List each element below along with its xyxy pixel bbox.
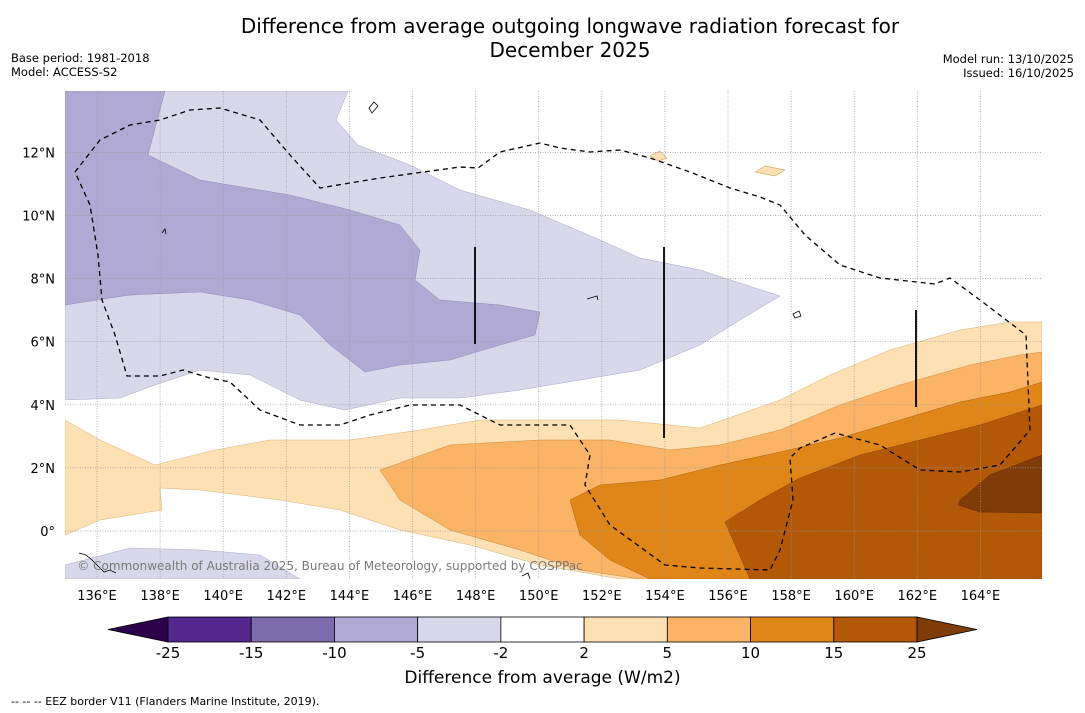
map-fields bbox=[65, 91, 1042, 579]
latitude-label: 4°N bbox=[31, 399, 56, 414]
longitude-label: 136°E bbox=[77, 589, 117, 604]
colorbar-extend-low bbox=[107, 616, 169, 643]
base-period: Base period: 1981-2018 bbox=[11, 51, 150, 65]
colorbar-bin bbox=[583, 616, 668, 643]
colorbar-label: -2 bbox=[493, 644, 508, 662]
longitude-label: 140°E bbox=[203, 589, 243, 604]
colorbar-label: 15 bbox=[824, 644, 843, 662]
colorbar-bin bbox=[334, 616, 419, 643]
marker-lines bbox=[474, 247, 917, 438]
longitude-label: 152°E bbox=[582, 589, 622, 604]
longitude-label: 154°E bbox=[645, 589, 685, 604]
issued-date: Issued: 16/10/2025 bbox=[963, 66, 1074, 80]
meta-right: Model run: 13/10/2025 Issued: 16/10/2025 bbox=[943, 52, 1074, 80]
field-pos-25 bbox=[957, 454, 1042, 514]
island-marks bbox=[649, 150, 786, 177]
graticule bbox=[65, 91, 1042, 579]
colorbar-bin bbox=[666, 616, 751, 643]
model-run: Model run: 13/10/2025 bbox=[942, 52, 1074, 66]
colorbar-title: Difference from average (W/m2) bbox=[404, 668, 681, 688]
longitude-label: 146°E bbox=[393, 589, 433, 604]
colorbar-label: -10 bbox=[322, 644, 347, 662]
eez-borders bbox=[74, 107, 1031, 571]
field-neg-5 bbox=[65, 91, 781, 411]
longitude-labels: 136°E 138°E 140°E 142°E 144°E 146°E 148°E 150°E… bbox=[77, 589, 1000, 604]
longitude-label: 144°E bbox=[330, 589, 370, 604]
title-line-2: December 2025 bbox=[489, 38, 651, 62]
longitude-label: 158°E bbox=[771, 589, 811, 604]
longitude-label: 138°E bbox=[140, 589, 180, 604]
longitude-label: 156°E bbox=[708, 589, 748, 604]
copyright-text: © Commonwealth of Australia 2025, Bureau… bbox=[77, 559, 582, 573]
colorbar-label: 5 bbox=[663, 644, 673, 662]
colorbar: -25 -15 -10 -5 -2 2 5 10 15 25 bbox=[107, 616, 978, 662]
chart-title: Difference from average outgoing longwav… bbox=[200, 14, 940, 62]
colorbar-label: -25 bbox=[156, 644, 181, 662]
latitude-labels: 12°N 10°N 8°N 6°N 4°N 2°N 0° bbox=[22, 146, 55, 540]
colorbar-label: -5 bbox=[410, 644, 425, 662]
colorbar-label: 10 bbox=[741, 644, 760, 662]
colorbar-extend-high bbox=[916, 616, 978, 643]
longitude-label: 160°E bbox=[834, 589, 874, 604]
longitude-label: 150°E bbox=[519, 589, 559, 604]
footnote: -- -- -- EEZ border V11 (Flanders Marine… bbox=[11, 695, 320, 708]
colorbar-bin bbox=[750, 616, 835, 643]
colorbar-bin bbox=[500, 616, 585, 643]
colorbar-label: 2 bbox=[579, 644, 589, 662]
field-neg-10 bbox=[65, 91, 541, 373]
title-line-1: Difference from average outgoing longwav… bbox=[240, 14, 900, 38]
field-neg-5-south bbox=[65, 547, 301, 579]
colorbar-bin bbox=[417, 616, 502, 643]
latitude-label: 8°N bbox=[31, 273, 56, 288]
colorbar-bin bbox=[833, 616, 918, 643]
field-pos-15 bbox=[724, 404, 1042, 579]
colorbar-bin bbox=[167, 616, 252, 643]
coastlines bbox=[78, 101, 802, 580]
longitude-label: 164°E bbox=[961, 589, 1001, 604]
latitude-label: 10°N bbox=[22, 210, 55, 225]
longitude-label: 148°E bbox=[456, 589, 496, 604]
meta-left: Base period: 1981-2018 Model: ACCESS-S2 bbox=[11, 51, 150, 79]
latitude-label: 0° bbox=[40, 525, 55, 540]
colorbar-label: -15 bbox=[239, 644, 264, 662]
colorbar-bin bbox=[250, 616, 335, 643]
latitude-label: 6°N bbox=[31, 336, 56, 351]
latitude-label: 2°N bbox=[31, 462, 56, 477]
latitude-label: 12°N bbox=[22, 146, 55, 161]
longitude-label: 142°E bbox=[267, 589, 307, 604]
colorbar-label: 25 bbox=[907, 644, 926, 662]
longitude-label: 162°E bbox=[898, 589, 938, 604]
model-name: Model: ACCESS-S2 bbox=[11, 65, 118, 79]
